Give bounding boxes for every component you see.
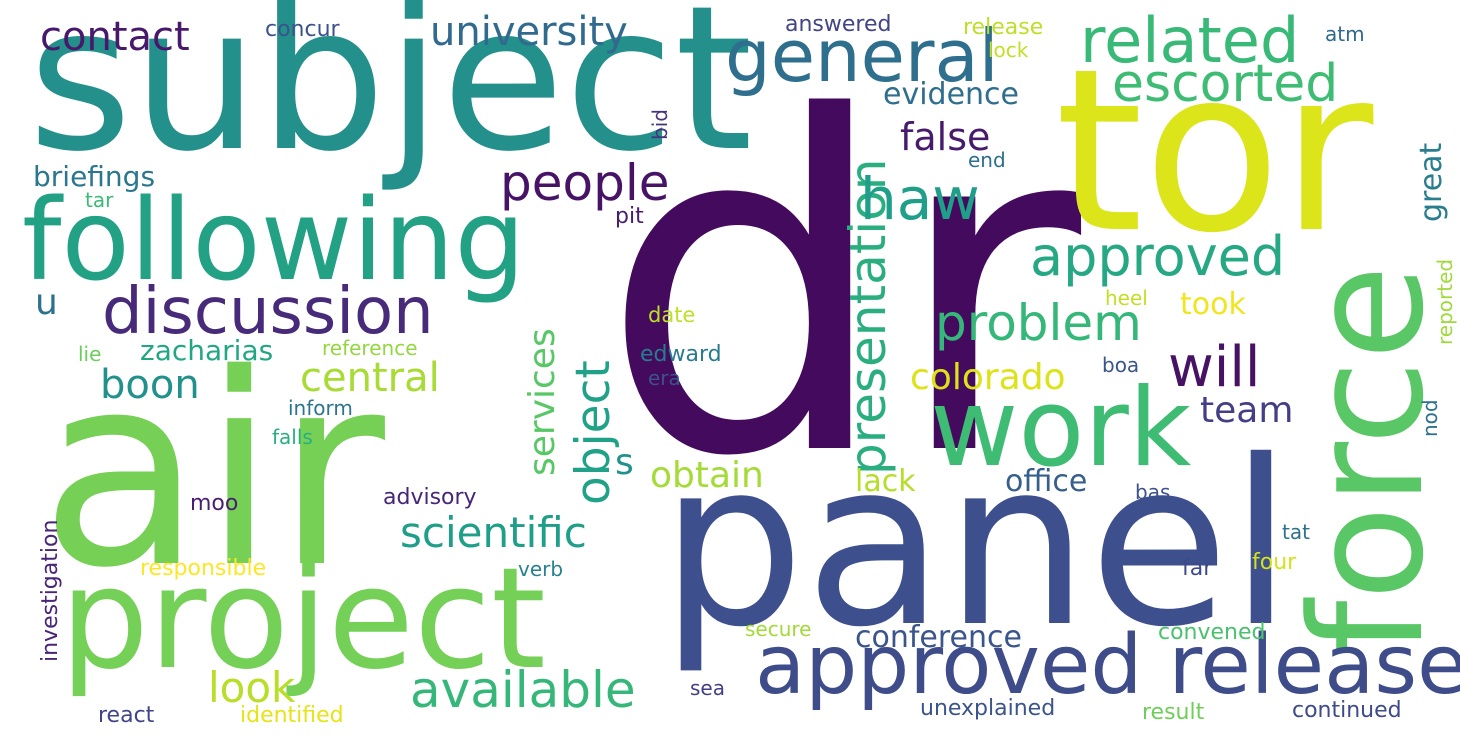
cloud-word: false <box>900 115 991 159</box>
cloud-word: contact <box>40 14 190 60</box>
cloud-word: nod <box>1418 399 1442 437</box>
cloud-word: discussion <box>102 275 434 349</box>
cloud-word: four <box>1252 550 1297 575</box>
cloud-word: evidence <box>883 77 1020 112</box>
cloud-word: responsible <box>140 556 267 581</box>
cloud-word: inform <box>288 396 353 420</box>
cloud-word: took <box>1180 287 1246 322</box>
cloud-word: force <box>1277 264 1458 655</box>
cloud-word: secure <box>745 617 812 641</box>
cloud-word: panel <box>660 411 1293 677</box>
cloud-word: obtain <box>650 455 764 496</box>
cloud-word: approved <box>1030 225 1286 288</box>
cloud-word: tat <box>1282 520 1310 544</box>
cloud-word: great <box>1414 142 1449 222</box>
cloud-word: react <box>98 703 155 728</box>
cloud-word: era <box>648 366 681 390</box>
cloud-word: unexplained <box>920 696 1056 721</box>
cloud-word: project <box>60 538 546 701</box>
cloud-word: reported <box>1433 258 1457 345</box>
cloud-word: tar <box>85 188 114 212</box>
cloud-word: general <box>725 14 999 98</box>
cloud-word: atm <box>1325 22 1365 46</box>
cloud-word: investigation <box>38 519 63 662</box>
cloud-word: object <box>566 360 621 505</box>
cloud-word: will <box>1168 335 1261 400</box>
cloud-word: boon <box>100 362 200 408</box>
cloud-word: conference <box>855 620 1022 655</box>
cloud-word: end <box>968 148 1006 172</box>
cloud-word: office <box>1005 464 1088 499</box>
cloud-word: lie <box>78 342 102 366</box>
cloud-word: s <box>615 442 634 483</box>
cloud-word: heel <box>1105 286 1148 310</box>
cloud-word: colorado <box>910 357 1066 398</box>
cloud-word: boa <box>1102 353 1140 377</box>
cloud-word: lock <box>988 38 1029 62</box>
cloud-word: approved release <box>755 618 1460 713</box>
cloud-word: sea <box>690 676 725 700</box>
cloud-word: edward <box>640 342 722 367</box>
cloud-word: lack <box>855 464 916 499</box>
cloud-word: identified <box>240 703 344 728</box>
cloud-word: escorted <box>1112 54 1339 114</box>
cloud-word: work <box>930 366 1192 491</box>
cloud-word: result <box>1142 700 1205 725</box>
cloud-word: team <box>1200 390 1294 431</box>
cloud-word: zacharias <box>140 334 274 367</box>
cloud-word: verb <box>518 557 564 581</box>
cloud-word: available <box>410 661 636 719</box>
cloud-word: advisory <box>383 485 477 510</box>
cloud-word: date <box>648 303 696 327</box>
cloud-word: bas <box>1135 480 1171 504</box>
cloud-word: related <box>1080 4 1300 77</box>
cloud-word: haw <box>860 165 980 233</box>
cloud-word: briefings <box>33 160 156 193</box>
cloud-word: u <box>35 282 58 323</box>
cloud-word: services <box>522 328 563 476</box>
cloud-word: release <box>963 15 1044 40</box>
cloud-word: scientific <box>400 508 587 557</box>
cloud-word: concur <box>265 17 340 42</box>
cloud-word: far <box>1182 556 1213 581</box>
cloud-word: answered <box>785 12 892 37</box>
cloud-word: look <box>208 663 296 712</box>
cloud-word: bid <box>648 109 672 140</box>
cloud-word: convened <box>1158 620 1266 645</box>
cloud-word: following <box>22 176 526 306</box>
cloud-word: people <box>500 154 670 212</box>
cloud-word: central <box>300 355 440 401</box>
cloud-word: moo <box>190 491 239 516</box>
cloud-word: reference <box>322 336 418 360</box>
cloud-word: university <box>430 9 628 55</box>
cloud-word: air <box>40 318 385 626</box>
cloud-word: falls <box>272 425 313 449</box>
cloud-word: problem <box>935 294 1142 352</box>
cloud-word: dr <box>600 22 1082 557</box>
cloud-word: pit <box>615 204 644 229</box>
cloud-word: subject <box>28 0 753 196</box>
cloud-word: continued <box>1292 698 1402 723</box>
cloud-word: tor <box>1055 21 1374 283</box>
